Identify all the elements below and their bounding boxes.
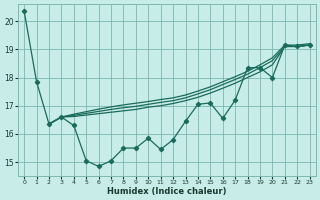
X-axis label: Humidex (Indice chaleur): Humidex (Indice chaleur) xyxy=(107,187,227,196)
